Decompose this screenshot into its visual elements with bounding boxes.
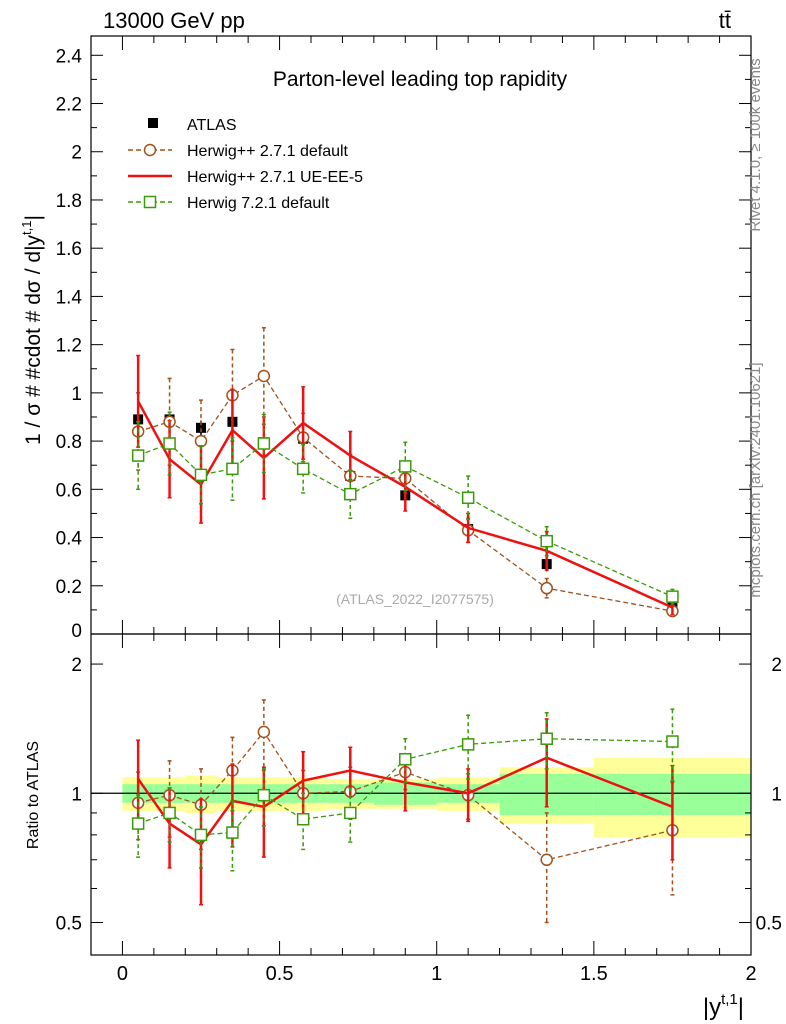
ratio-y-tick-label-left: 0.5 <box>56 913 82 934</box>
x-tick-label: 1 <box>431 963 442 985</box>
legend-label-atlas: ATLAS <box>187 117 237 134</box>
marker-herwig7 <box>194 468 208 482</box>
ratio-axis-label: Ratio to ATLAS <box>25 741 42 849</box>
marker-herwig7 <box>666 735 679 748</box>
marker-herwig7 <box>344 487 357 501</box>
marker-herwig7 <box>163 806 176 820</box>
watermark: (ATLAS_2022_I2077575) <box>336 591 494 607</box>
ratio-y-tick-label-right: 2 <box>771 655 782 676</box>
x-tick-label: 0.5 <box>266 963 294 985</box>
marker-herwig7 <box>226 826 239 839</box>
y-tick-label: 0.6 <box>56 480 82 501</box>
marker-herwig7 <box>194 828 208 842</box>
marker-herwig7 <box>399 753 412 766</box>
series-line-herwigpp-ueee5 <box>137 400 673 609</box>
marker-herwigpp-default <box>540 581 553 595</box>
series-line-herwigpp-ueee5 <box>137 756 673 847</box>
mcplots-label: mcplots.cern.ch [arXiv:2401.10621] <box>747 362 764 597</box>
x-tick-label: 0 <box>117 963 128 985</box>
marker-herwig7 <box>540 732 553 745</box>
legend-label-herwigpp-default: Herwig++ 2.7.1 default <box>187 143 349 160</box>
chart-title: Parton-level leading top rapidity <box>273 68 568 91</box>
legend-marker-atlas <box>148 118 158 128</box>
marker-herwig7 <box>131 449 145 462</box>
y-tick-label: 0.2 <box>56 577 82 598</box>
marker-herwig7 <box>461 491 475 505</box>
series-line-herwig7 <box>137 738 673 836</box>
legend-label-herwigpp-ueee5: Herwig++ 2.7.1 UE-EE-5 <box>187 169 363 186</box>
series-line-herwig7 <box>137 442 673 598</box>
y-tick-label: 1.2 <box>56 336 82 357</box>
marker-herwig7 <box>257 437 271 450</box>
y-tick-label: 1.4 <box>56 287 83 308</box>
ratio-y-tick-label-right: 1 <box>771 784 782 805</box>
legend-marker-herwigpp-default <box>143 143 157 157</box>
rivet-label: Rivet 4.1.0, ≥ 100k events <box>747 58 764 231</box>
marker-herwigpp-default <box>257 725 271 739</box>
y-tick-label: 2.2 <box>56 95 82 116</box>
marker-herwig7 <box>163 437 176 450</box>
marker-herwig7 <box>461 738 475 751</box>
x-tick-label: 1.5 <box>580 963 608 985</box>
x-tick-label: 2 <box>745 963 756 985</box>
y-tick-label: 1 <box>71 384 82 405</box>
marker-herwigpp-default <box>540 853 553 867</box>
marker-herwig7 <box>666 590 679 603</box>
upper-panel <box>131 327 679 618</box>
ratio-y-tick-label-left: 2 <box>71 655 82 676</box>
y-tick-label: 0.8 <box>56 432 82 453</box>
marker-herwig7 <box>131 817 145 830</box>
y-tick-label: 2 <box>71 143 82 164</box>
legend: ATLAS Herwig++ 2.7.1 default Herwig++ 2.… <box>128 117 363 212</box>
ratio-panel <box>91 699 751 924</box>
marker-herwigpp-default <box>194 434 208 448</box>
ratio-frame <box>90 633 752 956</box>
y-tick-label: 1.6 <box>56 239 82 260</box>
marker-herwig7 <box>540 534 553 548</box>
header-right: tt̄ <box>719 8 731 33</box>
marker-herwig7 <box>257 788 271 802</box>
y-tick-label-zero: 0 <box>71 621 82 642</box>
ratio-y-tick-label-left: 1 <box>71 784 82 805</box>
legend-marker-herwig7 <box>143 195 157 209</box>
marker-herwig7 <box>399 460 412 473</box>
marker-herwig7 <box>296 812 310 826</box>
y-axis-label: 1 / σ # #cdot # dσ / d|yt,1| <box>19 215 45 445</box>
marker-herwig7 <box>226 462 239 476</box>
ratio-y-tick-label-right: 0.5 <box>756 913 782 934</box>
marker-herwig7 <box>344 806 357 820</box>
header-left: 13000 GeV pp <box>103 8 245 33</box>
marker-herwig7 <box>296 462 310 476</box>
marker-herwigpp-default <box>257 369 271 383</box>
legend-label-herwig7: Herwig 7.2.1 default <box>187 195 330 212</box>
y-tick-label: 0.4 <box>56 529 83 550</box>
y-tick-label: 2.4 <box>56 46 83 67</box>
x-axis-label: |yt,1| <box>703 991 744 1021</box>
frames: 0.2 0.4 0.6 0.8 1 1.2 1.4 1.6 1.8 2 2.2 2.4 0 0.5 0.5 1… <box>56 35 782 985</box>
y-tick-label: 1.8 <box>56 191 82 212</box>
